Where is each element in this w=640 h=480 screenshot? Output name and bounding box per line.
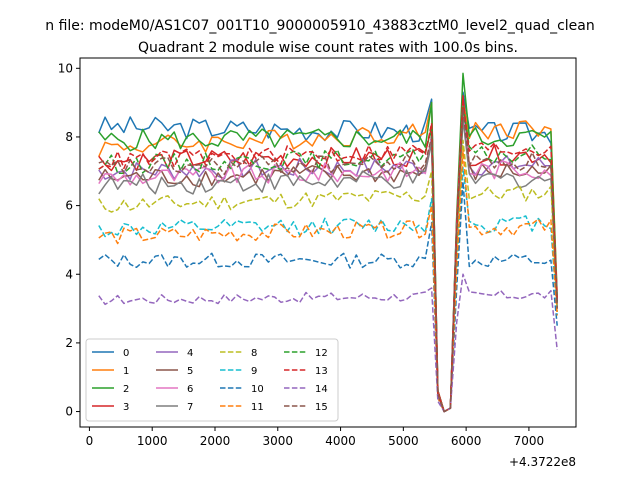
- legend-label-11: 11: [251, 402, 264, 413]
- legend-label-1: 1: [123, 366, 129, 377]
- legend-box: [85, 338, 339, 422]
- chart-title: Quadrant 2 module wise count rates with …: [138, 40, 518, 56]
- x-tick-label: 1000: [137, 434, 168, 448]
- legend-label-6: 6: [187, 384, 193, 395]
- legend-label-10: 10: [251, 384, 264, 395]
- legend-label-2: 2: [123, 384, 129, 395]
- x-tick-label: 0: [86, 434, 94, 448]
- series-line-6: [98, 105, 558, 413]
- legend-label-7: 7: [187, 402, 193, 413]
- x-axis: 0 1000 2000 3000 4000 5000 6000 7000: [86, 427, 545, 448]
- legend-label-4: 4: [187, 348, 193, 359]
- y-tick-label: 4: [65, 267, 73, 281]
- plot-lines-group: [98, 72, 558, 413]
- legend-label-9: 9: [251, 366, 257, 377]
- axes-frame: [79, 57, 577, 428]
- legend-label-5: 5: [187, 366, 193, 377]
- x-tick-label: 3000: [262, 434, 293, 448]
- x-tick-label: 7000: [514, 434, 545, 448]
- legend-label-3: 3: [123, 402, 129, 413]
- x-offset-label: +4.3722e8: [509, 455, 576, 469]
- series-line-2: [98, 72, 558, 413]
- legend-label-12: 12: [315, 348, 328, 359]
- series-line-14: [98, 273, 558, 413]
- series-line-12: [98, 105, 558, 413]
- x-tick-label: 4000: [325, 434, 356, 448]
- x-tick-label: 2000: [200, 434, 231, 448]
- series-line-9: [98, 167, 558, 413]
- series-line-15: [98, 108, 558, 413]
- legend-label-0: 0: [123, 348, 129, 359]
- x-tick-label: 6000: [451, 434, 482, 448]
- figure-suptitle: n file: modeM0/AS1C07_001T10_9000005910_…: [45, 18, 594, 34]
- y-tick-label: 6: [65, 199, 73, 213]
- series-line-3: [98, 95, 558, 413]
- legend-label-14: 14: [315, 384, 328, 395]
- y-tick-label: 0: [65, 405, 73, 419]
- series-line-11: [98, 149, 558, 413]
- series-line-7: [98, 119, 558, 413]
- legend-label-8: 8: [251, 348, 257, 359]
- y-tick-label: 2: [65, 336, 73, 350]
- legend-label-15: 15: [315, 402, 328, 413]
- x-tick-label: 5000: [388, 434, 419, 448]
- series-line-13: [98, 101, 558, 413]
- y-tick-label: 8: [65, 130, 73, 144]
- series-line-1: [98, 98, 558, 413]
- series-line-10: [98, 180, 558, 413]
- y-axis: 0 2 4 6 8 10: [58, 61, 80, 419]
- series-line-8: [98, 139, 558, 413]
- y-tick-label: 10: [58, 61, 73, 75]
- legend-label-13: 13: [315, 366, 328, 377]
